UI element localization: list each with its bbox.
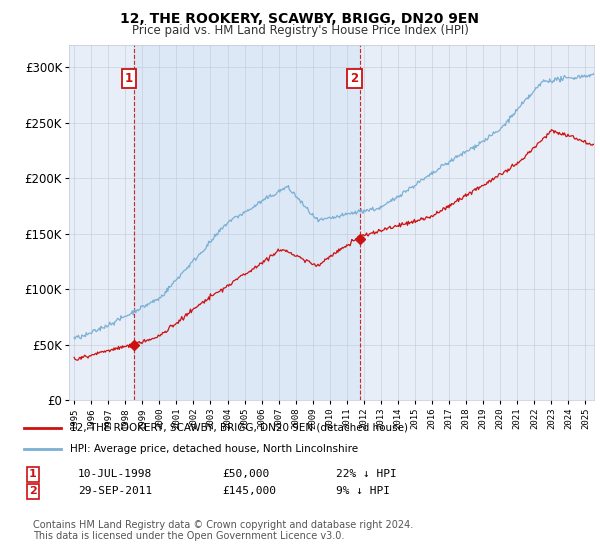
Text: 1: 1 xyxy=(29,469,37,479)
Text: 1: 1 xyxy=(125,72,133,85)
Text: 2: 2 xyxy=(350,72,359,85)
Text: 9% ↓ HPI: 9% ↓ HPI xyxy=(336,486,390,496)
Bar xyxy=(134,45,359,400)
Text: 22% ↓ HPI: 22% ↓ HPI xyxy=(336,469,397,479)
Text: £145,000: £145,000 xyxy=(222,486,276,496)
Text: 29-SEP-2011: 29-SEP-2011 xyxy=(78,486,152,496)
Text: 10-JUL-1998: 10-JUL-1998 xyxy=(78,469,152,479)
Text: Contains HM Land Registry data © Crown copyright and database right 2024.
This d: Contains HM Land Registry data © Crown c… xyxy=(33,520,413,542)
Text: £50,000: £50,000 xyxy=(222,469,269,479)
Text: HPI: Average price, detached house, North Lincolnshire: HPI: Average price, detached house, Nort… xyxy=(70,444,358,454)
Text: 12, THE ROOKERY, SCAWBY, BRIGG, DN20 9EN (detached house): 12, THE ROOKERY, SCAWBY, BRIGG, DN20 9EN… xyxy=(70,423,407,433)
Text: 12, THE ROOKERY, SCAWBY, BRIGG, DN20 9EN: 12, THE ROOKERY, SCAWBY, BRIGG, DN20 9EN xyxy=(121,12,479,26)
Text: Price paid vs. HM Land Registry's House Price Index (HPI): Price paid vs. HM Land Registry's House … xyxy=(131,24,469,36)
Text: 2: 2 xyxy=(29,486,37,496)
